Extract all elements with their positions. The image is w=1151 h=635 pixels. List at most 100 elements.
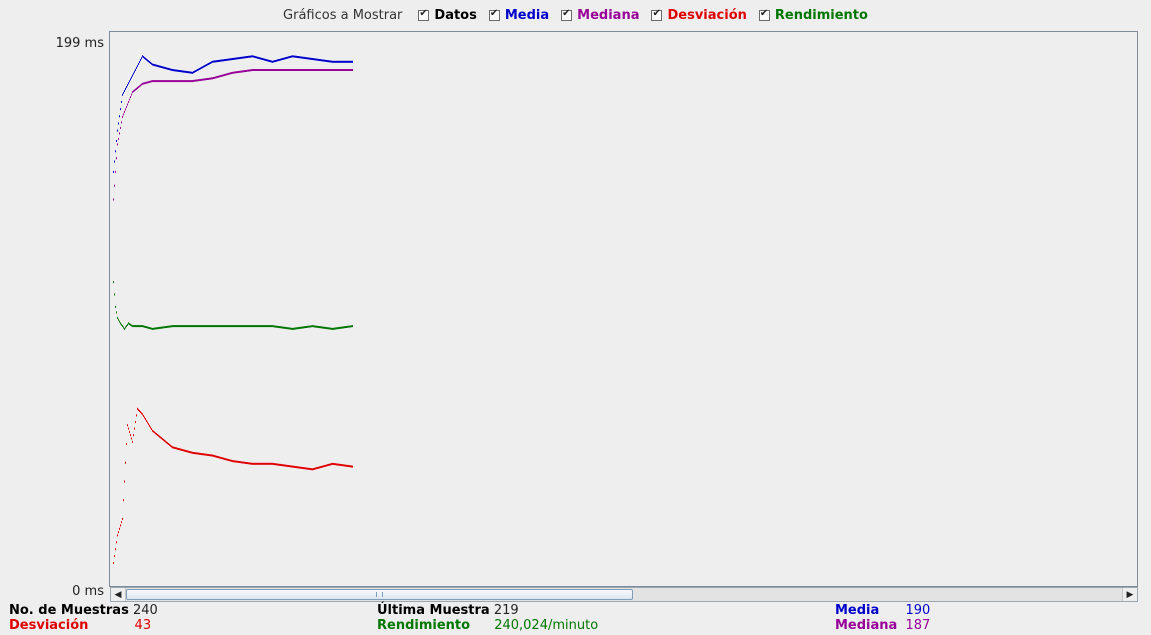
rendimiento-point — [263, 325, 264, 328]
desviacion-point — [136, 414, 137, 417]
media-point — [153, 63, 154, 66]
mediana-point — [277, 69, 278, 71]
mediana-point — [326, 69, 327, 71]
media-point — [225, 59, 226, 61]
media-point — [329, 60, 330, 63]
media-point — [303, 56, 304, 59]
media-point — [240, 56, 241, 59]
scroll-right-icon[interactable]: ▶ — [1122, 588, 1137, 601]
rendimiento-point — [246, 325, 247, 328]
desviacion-point — [187, 450, 188, 453]
desviacion-point — [243, 461, 244, 464]
media-point — [270, 60, 271, 63]
rendimiento-point — [266, 325, 267, 328]
rendimiento-point — [315, 325, 316, 328]
rendimiento-point — [275, 325, 276, 328]
media-point — [288, 56, 289, 59]
rendimiento-point — [280, 326, 281, 329]
media-point — [228, 58, 229, 61]
rendimiento-point — [264, 325, 265, 328]
rendimiento-point — [317, 325, 318, 328]
toggle-media[interactable]: Media — [488, 8, 549, 23]
rendimiento-checkbox[interactable] — [758, 8, 770, 21]
rendimiento-point — [215, 325, 216, 328]
rendimiento-point — [116, 311, 117, 314]
rendimiento-point — [290, 327, 291, 330]
media-point — [350, 60, 351, 63]
scrollbar-thumb[interactable] — [126, 589, 633, 600]
desviacion-point — [250, 462, 251, 465]
rendimiento-point — [118, 318, 119, 321]
rendimiento-point — [274, 325, 275, 328]
rendimiento-point — [331, 327, 332, 330]
desviacion-point — [169, 443, 170, 446]
datos-checkbox[interactable] — [418, 8, 430, 21]
toggle-rendimiento[interactable]: Rendimiento — [758, 8, 868, 23]
rendimiento-point — [218, 325, 219, 328]
rendimiento-point — [144, 325, 145, 328]
desviacion-point — [322, 465, 323, 468]
mediana-point — [233, 71, 234, 74]
desviacion-point — [235, 460, 236, 463]
desviacion-point — [321, 465, 322, 468]
rendimiento-point — [176, 325, 177, 328]
rendimiento-point — [124, 327, 125, 330]
mediana-point — [337, 69, 338, 71]
rendimiento-point — [288, 327, 289, 330]
last-sample-label: Última Muestra — [377, 603, 490, 618]
mediana-point — [346, 69, 347, 71]
rendimiento-point — [329, 327, 330, 330]
media-point — [331, 60, 332, 63]
desviacion-point — [151, 428, 152, 431]
mediana-point — [291, 69, 292, 71]
toggle-datos[interactable]: Datos — [418, 8, 477, 23]
mediana-point — [205, 78, 206, 81]
scroll-left-icon[interactable]: ◀ — [111, 588, 126, 601]
media-point — [250, 55, 251, 58]
rendimiento-point — [234, 325, 235, 328]
media-point — [161, 66, 162, 68]
mediana-point — [292, 69, 293, 71]
media-point — [343, 60, 344, 63]
desviacion-point — [214, 455, 215, 458]
horizontal-scrollbar[interactable]: ◀ ▶ — [110, 587, 1138, 602]
media-point — [149, 61, 150, 64]
rendimiento-point — [151, 327, 152, 330]
mediana-point — [314, 69, 315, 71]
media-point — [127, 84, 128, 87]
mediana-point — [151, 80, 152, 83]
media-point — [265, 58, 266, 61]
toggle-mediana[interactable]: Mediana — [561, 8, 639, 23]
media-point — [154, 64, 155, 67]
desviacion-point — [256, 462, 257, 465]
rendimiento-point — [327, 327, 328, 330]
media-point — [207, 63, 208, 66]
media-point — [285, 57, 286, 60]
desviacion-point — [293, 465, 294, 468]
mediana-point — [174, 80, 175, 83]
desviacion-point — [138, 408, 139, 411]
desviacion-point — [276, 463, 277, 466]
desviacion-point — [204, 453, 205, 456]
media-point — [299, 56, 300, 59]
rendimiento-point — [301, 326, 302, 329]
media-point — [315, 58, 316, 61]
rendimiento-point — [265, 325, 266, 328]
desviacion-point — [352, 465, 353, 468]
media-point — [166, 67, 167, 70]
mediana-point — [162, 80, 163, 83]
media-checkbox[interactable] — [488, 8, 500, 21]
rendimiento-point — [267, 325, 268, 328]
rendimiento-point — [326, 327, 327, 330]
toggle-desviacion[interactable]: Desviación — [651, 8, 747, 23]
mediana-point — [317, 69, 318, 71]
desviacion-checkbox[interactable] — [651, 8, 663, 21]
mediana-checkbox[interactable] — [561, 8, 573, 21]
mediana-point — [330, 69, 331, 71]
mediana-point — [335, 69, 336, 71]
media-point — [165, 67, 166, 70]
desviacion-point — [192, 451, 193, 454]
media-point — [187, 71, 188, 74]
desviacion-point — [302, 467, 303, 469]
media-point — [312, 58, 313, 60]
